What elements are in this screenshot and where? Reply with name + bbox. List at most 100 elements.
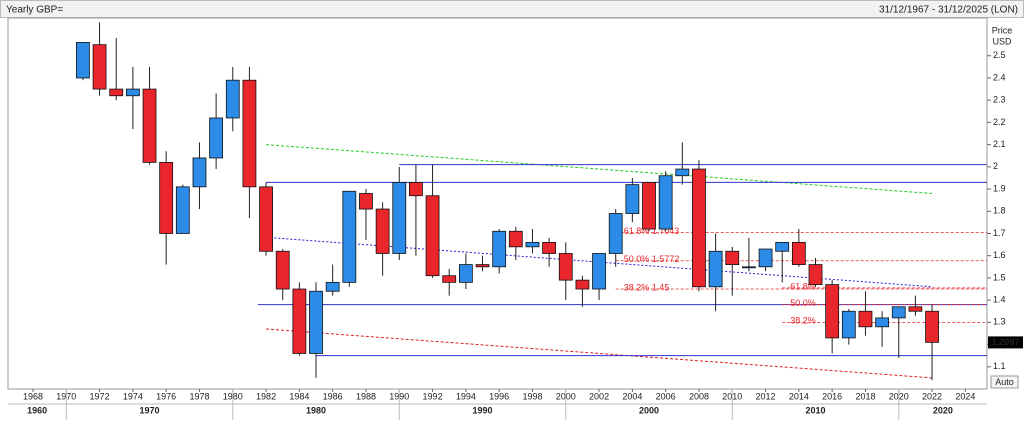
candle-body xyxy=(392,181,407,254)
decade-label: 2000 xyxy=(639,405,659,415)
last-price-label: 1.2097 xyxy=(992,337,1020,347)
candle-body xyxy=(159,162,174,234)
fib-label: 61.8% 1.7043 xyxy=(624,226,680,236)
y-tick-label: 2.5 xyxy=(993,50,1006,60)
candle-body xyxy=(109,88,124,97)
candle-body xyxy=(558,253,573,281)
x-tick-label: 1988 xyxy=(356,391,376,401)
candle-body xyxy=(359,193,373,210)
y-tick-label: 1.8 xyxy=(993,206,1006,216)
y-axis-label: Price xyxy=(992,25,1013,35)
decade-label: 1960 xyxy=(27,405,47,415)
candle-body xyxy=(342,190,357,283)
x-tick-label: 2004 xyxy=(622,391,642,401)
x-tick-label: 1976 xyxy=(156,391,176,401)
x-tick-label: 2008 xyxy=(689,391,709,401)
date-range: 31/12/1967 - 31/12/2025 (LON) xyxy=(879,5,1018,16)
candle-body xyxy=(76,42,90,79)
candle-body xyxy=(225,79,240,119)
candle-body xyxy=(642,181,656,230)
candle-body xyxy=(309,290,323,354)
candle-body xyxy=(292,288,307,354)
x-tick-label: 1974 xyxy=(123,391,143,401)
candle-body xyxy=(142,88,157,163)
candle-body xyxy=(692,168,706,288)
y-tick-label: 1.4 xyxy=(993,295,1006,305)
header-bar xyxy=(0,0,1024,18)
x-tick-label: 1982 xyxy=(256,391,276,401)
last-price-box xyxy=(988,336,1023,349)
fib-label: 50.0% 1.5772 xyxy=(624,254,680,264)
y-tick-label: 1.6 xyxy=(993,250,1006,260)
candle-body xyxy=(891,306,906,319)
y-axis-label: USD xyxy=(992,36,1012,46)
chart-title: Yearly GBP= xyxy=(6,5,63,16)
y-tick-label: 1.7 xyxy=(993,228,1006,238)
fib-label: 38.2% 1.45 xyxy=(624,282,670,292)
candle-body xyxy=(175,186,190,234)
x-tick-label: 2018 xyxy=(855,391,875,401)
trend-line xyxy=(266,328,933,379)
x-tick-label: 1972 xyxy=(90,391,110,401)
x-tick-label: 2024 xyxy=(955,391,975,401)
decade-label: 2010 xyxy=(805,405,825,415)
candle-body xyxy=(841,310,856,339)
candle-body xyxy=(375,208,390,254)
candle-body xyxy=(242,79,257,188)
y-tick-label: 1.1 xyxy=(993,361,1006,371)
x-tick-label: 1994 xyxy=(456,391,476,401)
candle-body xyxy=(92,44,107,90)
candle-body xyxy=(725,250,740,265)
x-tick-label: 2006 xyxy=(656,391,676,401)
plot-frame xyxy=(7,17,988,390)
x-tick-label: 1978 xyxy=(189,391,209,401)
y-tick-label: 2 xyxy=(993,161,998,171)
candle-body xyxy=(742,266,756,269)
y-tick-label: 2.1 xyxy=(993,139,1006,149)
y-tick-label: 2.4 xyxy=(993,72,1006,82)
decade-label: 1970 xyxy=(140,405,160,415)
candle-body xyxy=(409,181,423,197)
candle-body xyxy=(658,175,673,230)
candle-body xyxy=(775,241,790,252)
x-tick-label: 1998 xyxy=(522,391,542,401)
candle-body xyxy=(825,284,840,339)
candle-body xyxy=(875,317,890,328)
candle-body xyxy=(625,184,640,214)
x-tick-label: 2016 xyxy=(822,391,842,401)
y-tick-label: 1.5 xyxy=(993,272,1006,282)
candle-body xyxy=(908,306,923,312)
x-tick-label: 1984 xyxy=(289,391,309,401)
decade-label: 2020 xyxy=(933,405,953,415)
x-tick-label: 1996 xyxy=(489,391,509,401)
candle-body xyxy=(925,310,939,343)
auto-button[interactable] xyxy=(990,375,1019,389)
candle-body xyxy=(325,281,340,292)
candle-body xyxy=(259,186,273,252)
candle-body xyxy=(542,241,557,254)
fib-label: 38.2% xyxy=(790,316,816,326)
candle-body xyxy=(209,117,224,159)
candle-body xyxy=(675,168,690,177)
candle-body xyxy=(708,250,723,288)
candle-body xyxy=(608,213,623,254)
candle-body xyxy=(858,310,873,328)
x-tick-label: 1968 xyxy=(23,391,43,401)
candle-body xyxy=(192,157,207,188)
fib-label: 50.0% xyxy=(790,298,816,308)
candle-body xyxy=(475,264,490,268)
trend-line xyxy=(266,144,933,195)
x-tick-label: 2012 xyxy=(756,391,776,401)
candle-body xyxy=(442,275,457,283)
decade-label: 1990 xyxy=(472,405,492,415)
candle-body xyxy=(758,248,773,268)
y-tick-label: 1.9 xyxy=(993,183,1006,193)
x-tick-label: 2014 xyxy=(789,391,809,401)
x-tick-label: 1992 xyxy=(423,391,443,401)
auto-button-label[interactable]: Auto xyxy=(995,377,1014,387)
candle-body xyxy=(275,250,290,290)
x-tick-label: 2002 xyxy=(589,391,609,401)
decade-label: 1980 xyxy=(306,405,326,415)
